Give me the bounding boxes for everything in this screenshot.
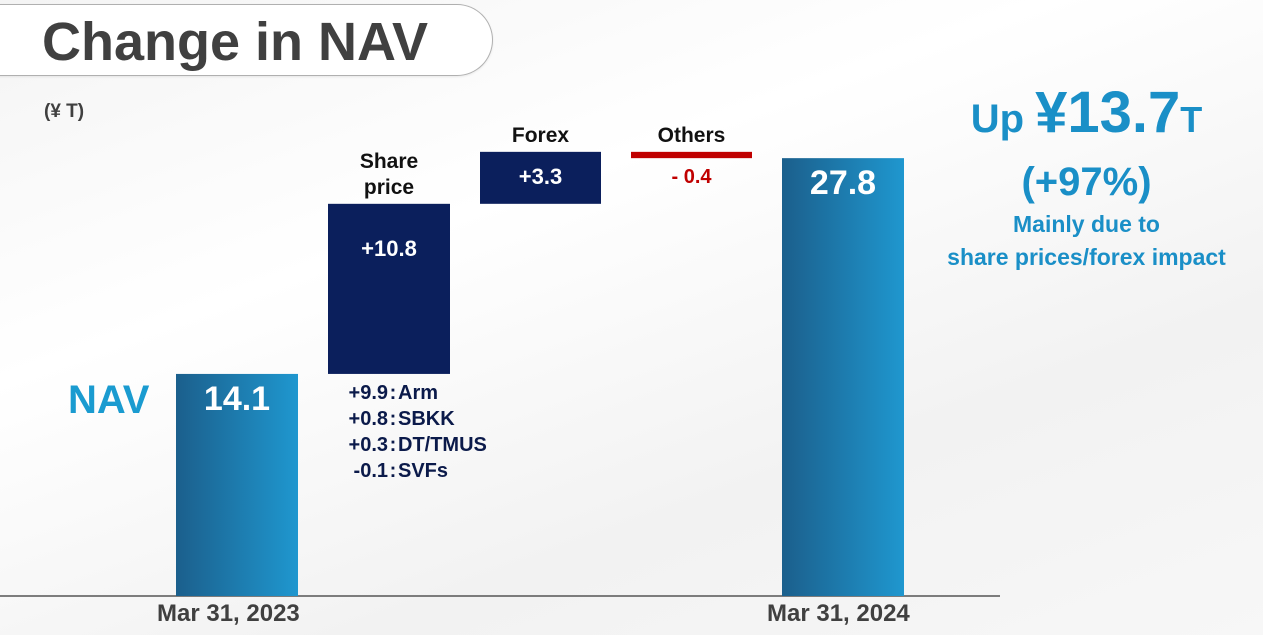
- data-label-2: +3.3: [519, 164, 562, 189]
- category-label-1: price: [364, 176, 414, 199]
- breakdown-name: SBKK: [398, 408, 455, 430]
- breakdown-separator: :: [389, 382, 397, 404]
- data-label-4: 27.8: [810, 164, 876, 202]
- breakdown-value: +0.8: [348, 408, 388, 430]
- page-title: Change in NAV: [42, 12, 429, 72]
- data-label-3: - 0.4: [671, 166, 712, 188]
- bar-2: [480, 151, 601, 204]
- breakdown-separator: :: [389, 434, 397, 456]
- category-label-2: Forex: [512, 124, 570, 147]
- breakdown-separator: :: [389, 408, 397, 430]
- bar-3: [631, 151, 752, 159]
- data-label-1: +10.8: [361, 236, 417, 261]
- share-price-breakdown: +9.9: Arm +0.8: SBKK +0.3: DT/TMUS -0.1: SVFs: [330, 380, 487, 484]
- breakdown-row: -0.1: SVFs: [330, 458, 487, 484]
- category-label-1: Share: [360, 150, 418, 173]
- breakdown-name: SVFs: [398, 460, 449, 482]
- breakdown-row: +9.9: Arm: [330, 380, 487, 406]
- breakdown-row: +0.8: SBKK: [330, 406, 487, 432]
- summary-prefix: Up: [970, 97, 1036, 141]
- nav-label: NAV: [68, 378, 150, 422]
- breakdown-value: +9.9: [348, 382, 388, 404]
- breakdown-name: Arm: [398, 382, 439, 404]
- summary-amount: ¥13.7: [1035, 80, 1181, 145]
- summary-note-line2: share prices/forex impact: [947, 244, 1226, 270]
- summary-headline: Up ¥13.7T: [910, 80, 1263, 153]
- bar-0: [176, 373, 298, 596]
- breakdown-row: +0.3: DT/TMUS: [330, 432, 487, 458]
- category-label-start: Mar 31, 2023: [157, 600, 300, 627]
- summary-note-line1: Mainly due to: [1013, 211, 1160, 237]
- breakdown-value: +0.3: [348, 434, 388, 456]
- title-pill: [0, 4, 493, 76]
- category-label-end: Mar 31, 2024: [767, 600, 910, 627]
- summary-percent: (+97%): [1021, 160, 1152, 204]
- breakdown-separator: :: [389, 460, 397, 482]
- unit-label: (¥ T): [44, 101, 85, 122]
- category-label-3: Others: [658, 124, 726, 147]
- data-label-0: 14.1: [204, 380, 270, 418]
- summary-panel: Up ¥13.7T (+97%) Mainly due to share pri…: [910, 80, 1263, 273]
- bar-4: [782, 158, 904, 596]
- bar-1: [328, 203, 450, 374]
- summary-unit: T: [1180, 99, 1203, 140]
- breakdown-value: -0.1: [353, 460, 388, 482]
- breakdown-name: DT/TMUS: [398, 434, 487, 456]
